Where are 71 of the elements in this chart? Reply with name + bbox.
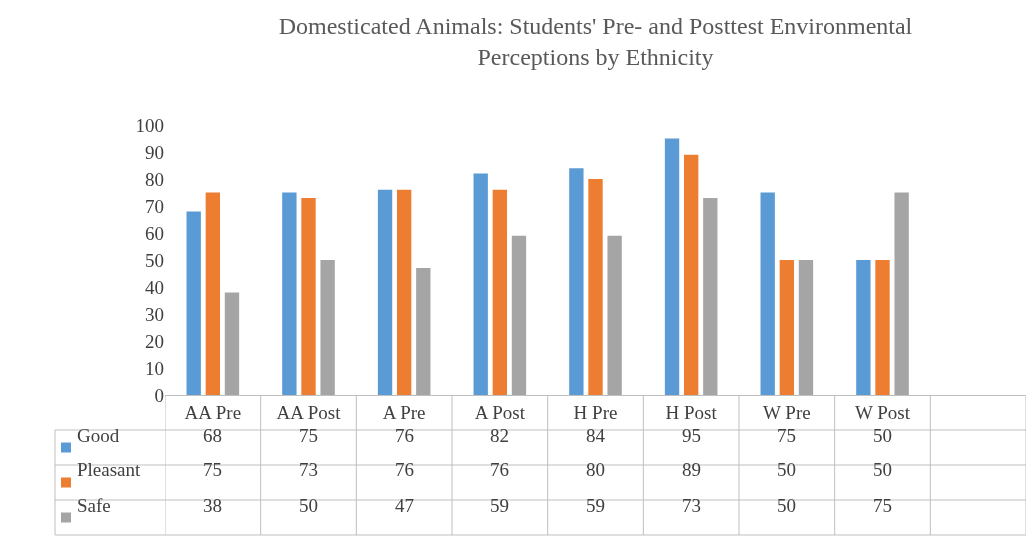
legend-label: Pleasant xyxy=(77,459,142,480)
bar xyxy=(224,292,240,395)
y-tick-label: 60 xyxy=(145,222,164,244)
bar xyxy=(205,192,221,395)
y-tick-label: 70 xyxy=(145,195,164,217)
data-label: 76 xyxy=(490,459,509,480)
bar xyxy=(683,154,699,395)
x-tick-label: W Post xyxy=(854,401,911,423)
data-label: 76 xyxy=(395,425,414,446)
data-label: 50 xyxy=(873,425,892,446)
y-tick-label: 90 xyxy=(145,141,164,163)
data-label: 95 xyxy=(682,425,701,446)
bar xyxy=(569,168,584,395)
data-label: 50 xyxy=(777,495,796,516)
data-label: 50 xyxy=(873,459,892,480)
bar xyxy=(607,235,622,395)
data-label: 84 xyxy=(586,425,606,446)
bar xyxy=(511,235,527,395)
x-tick-label: A Pre xyxy=(382,401,426,423)
legend-label: Good xyxy=(77,425,120,446)
data-label: 75 xyxy=(777,425,796,446)
bar xyxy=(875,260,890,395)
x-tick-label: AA Pre xyxy=(184,401,242,423)
y-tick-label: 10 xyxy=(145,357,164,379)
data-label: 80 xyxy=(586,459,605,480)
bar xyxy=(492,189,508,395)
bar xyxy=(473,173,488,395)
bar xyxy=(186,211,201,395)
data-label: 50 xyxy=(777,459,796,480)
bar xyxy=(760,192,775,395)
bar xyxy=(798,260,814,395)
data-label: 89 xyxy=(682,459,701,480)
y-tick-label: 30 xyxy=(145,303,164,325)
data-label: 82 xyxy=(490,425,509,446)
chart-title: Domesticated Animals: Students' Pre- and Posttest Environmental Perceptions by Ethnicity xyxy=(278,13,913,71)
data-label: 59 xyxy=(586,495,605,516)
bar xyxy=(856,260,871,395)
bar xyxy=(396,189,412,395)
y-tick-label: 50 xyxy=(145,249,164,271)
bar xyxy=(894,192,909,395)
bar xyxy=(703,197,718,395)
x-tick-label: H Post xyxy=(665,401,718,423)
data-label: 73 xyxy=(682,495,701,516)
data-label: 75 xyxy=(873,495,892,516)
bar xyxy=(301,197,316,395)
y-tick-label: 0 xyxy=(154,384,164,406)
bar xyxy=(779,260,795,395)
data-label: 59 xyxy=(490,495,509,516)
data-label: 76 xyxy=(395,459,414,480)
bar xyxy=(416,268,431,395)
x-tick-label: A Post xyxy=(474,401,526,423)
y-tick-label: 20 xyxy=(145,330,164,352)
bar xyxy=(664,138,680,395)
data-label: 38 xyxy=(203,495,222,516)
bar xyxy=(588,179,603,395)
y-tick-label: 80 xyxy=(145,168,164,190)
data-label: 50 xyxy=(299,495,318,516)
x-tick-label: W Pre xyxy=(762,401,811,423)
data-label: 68 xyxy=(203,425,222,446)
bar xyxy=(377,189,393,395)
x-tick-label: AA Post xyxy=(276,401,342,423)
data-label: 73 xyxy=(299,459,318,480)
legend-label: Safe xyxy=(77,495,111,516)
data-label: 75 xyxy=(299,425,318,446)
data-label: 75 xyxy=(203,459,222,480)
y-tick-label: 40 xyxy=(145,276,164,298)
y-tick-label: 100 xyxy=(135,114,164,136)
x-tick-label: H Pre xyxy=(573,401,618,423)
bar xyxy=(320,260,335,395)
data-label: 47 xyxy=(395,495,414,516)
bar xyxy=(282,192,297,395)
